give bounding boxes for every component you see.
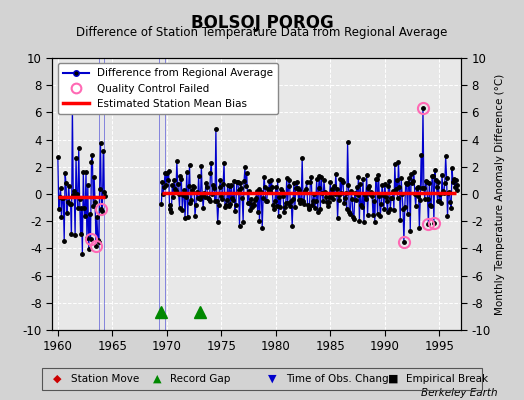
- Text: ▼: ▼: [268, 374, 277, 384]
- Text: Record Gap: Record Gap: [170, 374, 231, 384]
- Y-axis label: Monthly Temperature Anomaly Difference (°C): Monthly Temperature Anomaly Difference (…: [495, 73, 505, 315]
- Text: Empirical Break: Empirical Break: [406, 374, 488, 384]
- Text: Station Move: Station Move: [71, 374, 139, 384]
- Text: Berkeley Earth: Berkeley Earth: [421, 388, 498, 398]
- Text: Time of Obs. Change: Time of Obs. Change: [286, 374, 395, 384]
- Legend: Difference from Regional Average, Quality Control Failed, Estimated Station Mean: Difference from Regional Average, Qualit…: [58, 63, 278, 114]
- Text: ■: ■: [388, 374, 398, 384]
- Text: ▲: ▲: [153, 374, 161, 384]
- Text: ◆: ◆: [53, 374, 62, 384]
- Text: BOLSOJ POROG: BOLSOJ POROG: [191, 14, 333, 32]
- Text: Difference of Station Temperature Data from Regional Average: Difference of Station Temperature Data f…: [77, 26, 447, 39]
